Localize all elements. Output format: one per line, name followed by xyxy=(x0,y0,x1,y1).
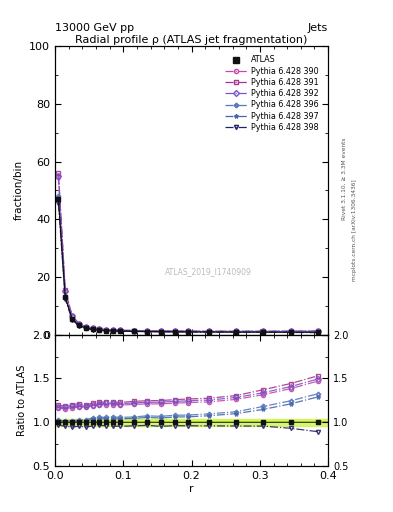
Title: Radial profile ρ (ATLAS jet fragmentation): Radial profile ρ (ATLAS jet fragmentatio… xyxy=(75,35,308,45)
X-axis label: r: r xyxy=(189,483,194,494)
Legend: ATLAS, Pythia 6.428 390, Pythia 6.428 391, Pythia 6.428 392, Pythia 6.428 396, P: ATLAS, Pythia 6.428 390, Pythia 6.428 39… xyxy=(222,53,321,134)
Text: Jets: Jets xyxy=(308,23,328,33)
Y-axis label: fraction/bin: fraction/bin xyxy=(14,160,24,221)
Text: mcplots.cern.ch [arXiv:1306.3436]: mcplots.cern.ch [arXiv:1306.3436] xyxy=(352,180,357,281)
Text: 13000 GeV pp: 13000 GeV pp xyxy=(55,23,134,33)
Text: Rivet 3.1.10, ≥ 3.3M events: Rivet 3.1.10, ≥ 3.3M events xyxy=(342,138,347,221)
Text: ATLAS_2019_I1740909: ATLAS_2019_I1740909 xyxy=(165,267,252,276)
Y-axis label: Ratio to ATLAS: Ratio to ATLAS xyxy=(17,365,27,436)
Bar xyxy=(55,419,328,425)
